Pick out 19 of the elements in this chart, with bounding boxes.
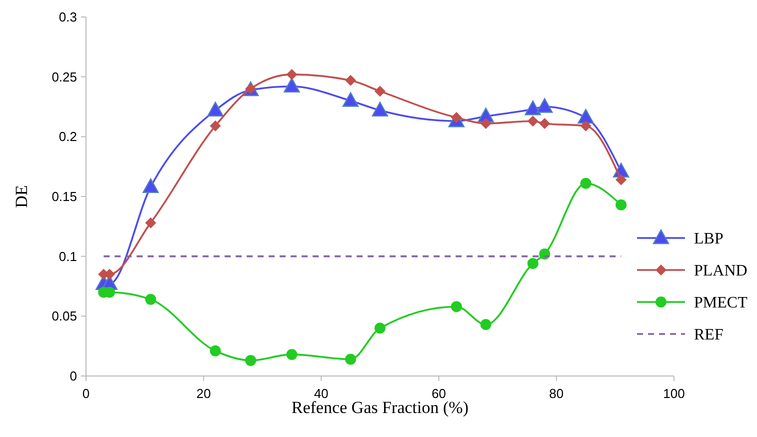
legend-label: LBP (694, 230, 724, 248)
y-tick-label: 0.05 (52, 308, 77, 324)
y-tick-label: 0.3 (58, 10, 77, 25)
x-tick-label: 100 (663, 386, 685, 401)
y-tick-label: 0 (70, 368, 77, 384)
y-tick-label: 0.2 (58, 129, 77, 144)
y-tick-label: 0.15 (52, 189, 77, 204)
y-tick-label: 0.1 (58, 248, 77, 264)
x-tick-label: 0 (82, 386, 90, 401)
y-tick-label: 0.25 (52, 69, 77, 84)
legend-label: PLAND (694, 262, 748, 280)
legend-label: REF (694, 326, 724, 344)
x-tick-label: 20 (196, 386, 211, 401)
y-axis-title: DE (12, 185, 31, 208)
x-tick-label: 60 (432, 386, 446, 401)
x-tick-label: 40 (314, 386, 328, 401)
x-axis-title: Refence Gas Fraction (%) (291, 398, 469, 417)
x-tick-label: 80 (549, 386, 564, 401)
legend-label: PMECT (694, 294, 748, 312)
